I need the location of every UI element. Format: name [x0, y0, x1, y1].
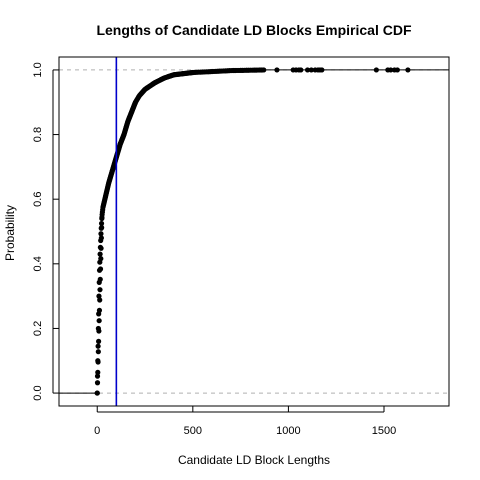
ecdf-point [98, 225, 104, 231]
ecdf-point [99, 215, 105, 222]
ecdf-point [96, 311, 102, 317]
ecdf-point [95, 343, 101, 349]
ecdf-point [97, 259, 103, 265]
ecdf-point [96, 279, 102, 285]
ecdf-point [98, 231, 104, 237]
ecdf-point [96, 267, 103, 273]
ecdf-point [96, 318, 102, 324]
ecdf-point [95, 349, 101, 355]
y-tick-label: 0.4 [32, 256, 44, 271]
ecdf-point [95, 358, 101, 364]
ecdf-tail-point [274, 67, 280, 73]
chart-title: Lengths of Candidate LD Blocks Empirical… [96, 22, 411, 38]
plot-frame [58, 56, 450, 407]
ecdf-tail-point [405, 67, 411, 73]
ecdf-tail-point [304, 67, 311, 73]
axes: 0 500 1000 1500 0.0 0.2 0.4 0.6 0.8 1.0 [32, 62, 396, 437]
ecdf-tail-point [394, 67, 400, 73]
x-tick-label: 1000 [276, 425, 300, 437]
ecdf-point [97, 251, 103, 257]
ecdf-point [96, 293, 102, 299]
plot-area [59, 57, 449, 406]
ecdf-point [98, 237, 104, 244]
ecdf-point [97, 244, 103, 250]
y-tick-label: 0.8 [32, 127, 44, 142]
ecdf-point [97, 297, 103, 303]
ecdf-point [95, 369, 101, 375]
ecdf-tail-point [308, 67, 314, 73]
x-tick-label: 1500 [372, 425, 396, 437]
ecdf-point [261, 67, 267, 73]
ecdf-point [94, 390, 100, 396]
y-tick-label: 0.2 [32, 321, 44, 336]
ecdf-tail-point [373, 67, 379, 73]
ecdf-tail-point [298, 67, 304, 73]
ecdf-tail-point [319, 67, 325, 73]
ecdf-point [97, 287, 103, 293]
y-tick-label: 0.6 [32, 192, 44, 207]
ecdf-point [95, 325, 101, 332]
x-tick-label: 500 [184, 425, 202, 437]
ecdf-tail-point [388, 67, 394, 73]
ecdf-point [98, 220, 105, 227]
y-axis-label: Probability [3, 205, 17, 261]
x-tick-label: 0 [94, 425, 100, 437]
ecdf-point [96, 338, 102, 344]
ecdf-point [94, 380, 101, 386]
x-axis-label: Candidate LD Block Lengths [178, 453, 330, 467]
ecdf-point [94, 373, 101, 379]
y-tick-label: 0.0 [32, 385, 44, 400]
y-tick-label: 1.0 [32, 62, 44, 77]
